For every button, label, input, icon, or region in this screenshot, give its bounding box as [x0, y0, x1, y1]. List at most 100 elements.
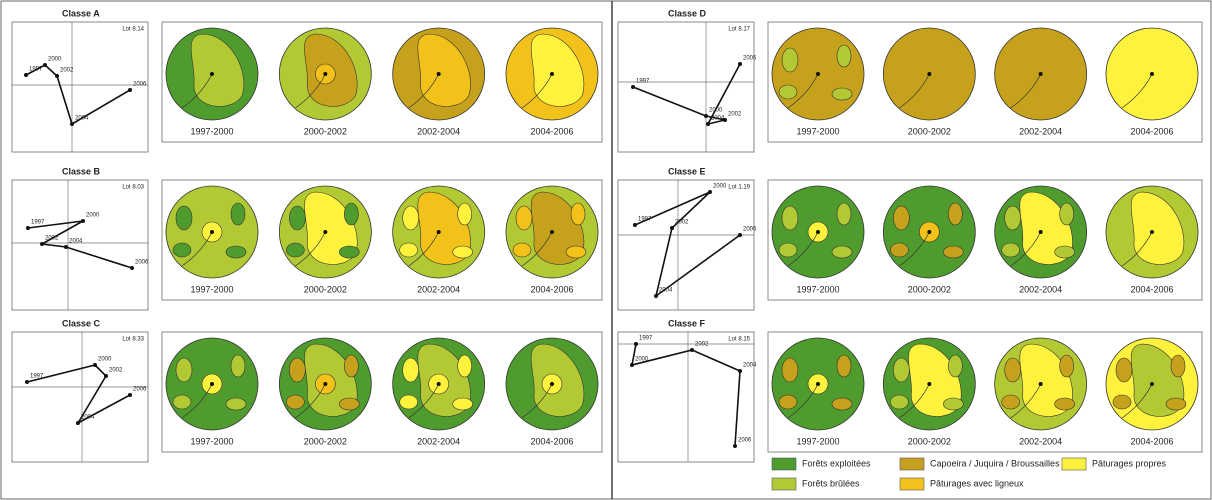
- period-label: 2002-2004: [417, 126, 460, 136]
- plot-center: [927, 72, 932, 76]
- path-line: [521, 231, 553, 267]
- plot-center: [927, 382, 932, 386]
- plot-zone: [417, 33, 471, 107]
- lot-label: Lot 8.15: [728, 337, 750, 343]
- plot-patch: [1059, 202, 1074, 226]
- plot-center: [816, 382, 820, 386]
- plot-center: [927, 230, 932, 234]
- year-label: 2006: [135, 260, 149, 266]
- plot-center: [436, 382, 441, 386]
- plot-center: [1150, 72, 1154, 76]
- plot-patch: [943, 397, 964, 411]
- plot-center: [1038, 230, 1043, 234]
- plot-diagram: [392, 185, 486, 279]
- trajectory-point: [708, 190, 712, 194]
- plot-patch: [230, 202, 246, 226]
- year-label: 2002: [695, 342, 709, 348]
- legend-swatch: [771, 457, 797, 471]
- year-label: 2004: [69, 239, 83, 245]
- plot-patch: [457, 202, 472, 226]
- plot-patch: [399, 242, 418, 258]
- period-label: 2000-2002: [908, 436, 951, 446]
- period-label: 2000-2002: [908, 126, 951, 136]
- plot-patch: [230, 354, 246, 378]
- year-label: 2006: [743, 227, 757, 233]
- plot-diagram: [994, 337, 1088, 431]
- plot-diagram: [392, 337, 486, 431]
- period-label: 2000-2002: [908, 284, 951, 294]
- path-line: [521, 383, 553, 419]
- period-label: 2002-2004: [1019, 284, 1062, 294]
- year-label: 2004: [81, 415, 95, 421]
- year-label: 2004: [743, 363, 757, 369]
- trajectory-point: [24, 73, 28, 77]
- year-label: 1997: [30, 374, 44, 380]
- period-label: 2004-2006: [530, 436, 573, 446]
- trajectory-point: [128, 88, 132, 92]
- period-label: 1997-2000: [190, 436, 233, 446]
- year-label: 2000: [86, 213, 100, 219]
- lot-label: Lot 1.19: [728, 185, 750, 191]
- trajectory-point: [40, 242, 44, 246]
- plot-patch: [831, 397, 853, 411]
- class-title: Classe E: [668, 166, 706, 176]
- trajectory-point: [738, 369, 742, 373]
- plot-patch: [781, 47, 799, 73]
- year-label: 2002: [60, 68, 74, 74]
- plot-center: [816, 230, 820, 234]
- year-label: 2000: [635, 357, 649, 363]
- trajectory-point: [631, 85, 635, 89]
- year-label: 2006: [133, 82, 147, 88]
- plot-diagram: [994, 27, 1088, 121]
- trajectory-point: [630, 363, 634, 367]
- plot-diagram: [882, 27, 976, 121]
- plot-patch: [175, 205, 193, 231]
- plot-patch: [286, 242, 305, 258]
- plot-center: [1038, 72, 1043, 76]
- path-line: [295, 383, 326, 419]
- plot-diagram: [278, 185, 372, 279]
- path-line: [1010, 73, 1041, 109]
- year-label: 2000: [48, 57, 62, 63]
- year-label: 1997: [31, 220, 45, 226]
- period-label: 2002-2004: [1019, 436, 1062, 446]
- plot-patch: [890, 394, 909, 410]
- plot-center: [1038, 382, 1043, 386]
- trajectory-point: [43, 63, 47, 67]
- period-label: 1997-2000: [190, 126, 233, 136]
- class-title: Classe A: [62, 8, 100, 18]
- plot-patch: [893, 205, 910, 231]
- path-line: [899, 383, 930, 419]
- path-line: [181, 383, 213, 419]
- plot-patch: [778, 394, 798, 410]
- lot-label: Lot 8.03: [122, 185, 144, 191]
- plot-center: [436, 230, 441, 234]
- plot-patch: [452, 397, 473, 411]
- plot-center: [1150, 230, 1154, 234]
- trajectory-point: [55, 74, 59, 78]
- year-label: 2002: [45, 236, 59, 242]
- year-label: 2002: [109, 368, 123, 374]
- trajectory-point: [104, 374, 108, 378]
- path-line: [787, 231, 819, 267]
- plot-patch: [172, 394, 192, 410]
- lot-label: Lot 8.17: [728, 27, 750, 33]
- year-label: 1997: [638, 217, 652, 223]
- plot-patch: [1059, 354, 1074, 378]
- plot-center: [210, 382, 214, 386]
- plot-diagram: [278, 337, 372, 431]
- plot-patch: [1170, 354, 1186, 378]
- plot-patch: [402, 357, 419, 383]
- plot-center: [816, 72, 820, 76]
- plot-center: [550, 72, 554, 76]
- plot-patch: [1054, 397, 1075, 411]
- plot-patch: [1001, 242, 1020, 258]
- path-line: [408, 73, 439, 109]
- plot-patch: [289, 205, 306, 231]
- plot-diagram: [771, 185, 865, 279]
- path-line: [408, 383, 439, 419]
- plot-patch: [890, 242, 909, 258]
- class-title: Classe F: [668, 318, 706, 328]
- year-label: 2004: [659, 288, 673, 294]
- plot-patch: [943, 245, 964, 259]
